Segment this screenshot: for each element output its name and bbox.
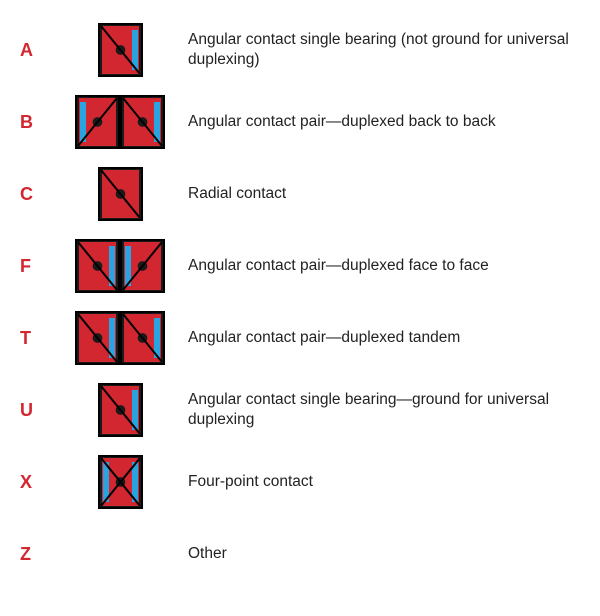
type-letter: Z [20,544,60,565]
type-letter: B [20,112,60,133]
description: Angular contact single bearing—ground fo… [180,390,570,430]
bearing-row: A Angular contact single bearing (not gro… [20,20,570,80]
type-letter: F [20,256,60,277]
description: Angular contact single bearing (not grou… [180,30,570,70]
bearing-icon [60,92,180,152]
type-letter: C [20,184,60,205]
type-letter: X [20,472,60,493]
description: Angular contact pair—duplexed face to fa… [180,256,570,276]
description: Radial contact [180,184,570,204]
bearing-icon [60,308,180,368]
bearing-row: T Angular contact pair—duplexed tandem [20,308,570,368]
bearing-row: B Angular contact pair—duplexed back to … [20,92,570,152]
type-letter: A [20,40,60,61]
bearing-icon [60,452,180,512]
bearing-row: Z Other [20,524,570,584]
bearing-icon [60,380,180,440]
bearing-row: C Radial contact [20,164,570,224]
description: Angular contact pair—duplexed tandem [180,328,570,348]
bearing-row: U Angular contact single bearing—ground f… [20,380,570,440]
description: Angular contact pair—duplexed back to ba… [180,112,570,132]
bearing-icon [60,20,180,80]
description: Four-point contact [180,472,570,492]
bearing-row: F Angular contact pair—duplexed face to … [20,236,570,296]
bearing-icon [60,164,180,224]
type-letter: U [20,400,60,421]
type-letter: T [20,328,60,349]
bearing-icon [60,524,180,584]
bearing-row: X Four-point contact [20,452,570,512]
bearing-icon [60,236,180,296]
description: Other [180,544,570,564]
